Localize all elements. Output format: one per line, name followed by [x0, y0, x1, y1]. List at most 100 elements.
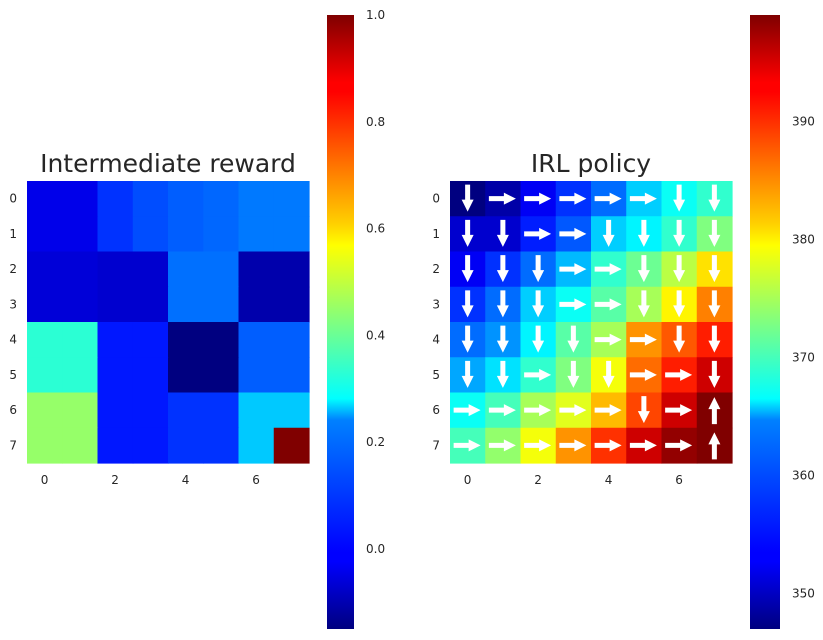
- y-tick-label: 6: [432, 403, 440, 417]
- y-tick-label: 1: [432, 227, 440, 241]
- y-tick-label: 0: [432, 192, 440, 206]
- heatmap-cell: [132, 216, 169, 253]
- colorbar-tick-label: 0.2: [366, 435, 385, 449]
- heatmap-cell: [168, 427, 204, 464]
- policy-arrow-right: [524, 439, 552, 452]
- x-tick-label: 0: [41, 473, 49, 487]
- reward-colorbar-ticks: 0.0 0.2 0.4 0.6 0.8 1.0: [366, 8, 385, 556]
- heatmap-cell: [273, 286, 310, 323]
- y-tick-label: 3: [9, 297, 17, 311]
- policy-arrow-down: [637, 290, 650, 318]
- heatmap-cell: [238, 181, 275, 217]
- heatmap-cell: [203, 251, 240, 288]
- policy-colorbar: [750, 15, 780, 629]
- policy-arrow-right: [488, 404, 516, 417]
- policy-arrow-right: [524, 368, 552, 381]
- y-tick-label: 3: [432, 297, 440, 311]
- policy-arrow-down: [532, 255, 545, 283]
- y-tick-label: 2: [9, 262, 17, 276]
- colorbar-tick-label: 360: [792, 469, 815, 483]
- policy-arrow-down: [496, 255, 509, 283]
- policy-arrow-down: [461, 255, 474, 283]
- heatmap-cell: [238, 392, 275, 429]
- heatmap-cell: [62, 216, 99, 253]
- policy-x-ticks: 0 2 4 6: [464, 473, 683, 487]
- heatmap-cell: [97, 286, 134, 323]
- heatmap-cell: [62, 251, 99, 288]
- heatmap-cell: [27, 181, 63, 217]
- policy-arrow-down: [567, 325, 580, 353]
- policy-arrow-down: [708, 360, 721, 388]
- policy-arrow-down: [461, 184, 474, 212]
- policy-arrow-down: [708, 184, 721, 212]
- policy-arrow-right: [594, 192, 622, 205]
- heatmap-cell: [238, 216, 275, 253]
- heatmap-cell: [168, 286, 204, 323]
- policy-arrows: [453, 184, 721, 460]
- policy-arrow-right: [524, 192, 552, 205]
- heatmap-cell: [273, 251, 310, 288]
- heatmap-cell: [132, 251, 169, 288]
- y-tick-label: 5: [9, 368, 17, 382]
- heatmap-cell: [273, 357, 310, 394]
- x-tick-label: 0: [464, 473, 472, 487]
- heatmap-cell: [97, 322, 134, 358]
- reward-colorbar: [327, 15, 354, 629]
- policy-arrow-right: [665, 404, 693, 417]
- policy-arrow-down: [496, 290, 509, 318]
- policy-arrow-up: [708, 432, 721, 460]
- policy-arrow-right: [559, 439, 587, 452]
- policy-arrow-right: [559, 298, 587, 311]
- policy-heatmap: [450, 181, 733, 464]
- reward-x-ticks: 0 2 4 6: [41, 473, 260, 487]
- policy-arrow-down: [673, 255, 686, 283]
- colorbar-tick-label: 350: [792, 587, 815, 601]
- heatmap-cell: [168, 392, 204, 429]
- policy-arrow-right: [629, 368, 657, 381]
- heatmap-cell: [97, 427, 134, 464]
- heatmap-cell: [168, 216, 204, 253]
- y-tick-label: 4: [9, 333, 17, 347]
- y-tick-label: 5: [432, 368, 440, 382]
- policy-arrow-right: [559, 227, 587, 240]
- heatmap-cell: [132, 181, 169, 217]
- heatmap-cell: [27, 357, 63, 394]
- policy-arrow-down: [532, 290, 545, 318]
- heatmap-cell: [168, 251, 204, 288]
- policy-arrow-right: [665, 368, 693, 381]
- reward-panel: Intermediate reward 0 2 4 6 0 1 2 3 4 5 6 7 0.0 0.2…: [9, 8, 385, 629]
- colorbar-tick-label: 0.6: [366, 222, 385, 236]
- policy-arrow-right: [594, 439, 622, 452]
- x-tick-label: 4: [182, 473, 190, 487]
- policy-arrow-down: [708, 290, 721, 318]
- y-tick-label: 6: [9, 403, 17, 417]
- heatmap-cell: [203, 216, 240, 253]
- policy-title: IRL policy: [531, 149, 651, 178]
- policy-arrow-up: [708, 397, 721, 425]
- heatmap-cell: [238, 251, 275, 288]
- reward-title: Intermediate reward: [40, 149, 296, 178]
- policy-arrow-down: [496, 219, 509, 247]
- policy-arrow-down: [567, 360, 580, 388]
- policy-arrow-down: [637, 255, 650, 283]
- policy-arrow-right: [453, 439, 481, 452]
- heatmap-cell: [27, 286, 63, 323]
- heatmap-cell: [273, 392, 310, 429]
- heatmap-cell: [62, 392, 99, 429]
- heatmap-cell: [238, 286, 275, 323]
- heatmap-cell: [238, 427, 275, 464]
- heatmap-cell: [62, 286, 99, 323]
- heatmap-cell: [62, 427, 99, 464]
- policy-arrow-down: [673, 325, 686, 353]
- heatmap-cell: [97, 181, 134, 217]
- policy-arrow-right: [594, 263, 622, 276]
- heatmap-cell: [203, 427, 240, 464]
- heatmap-cell: [132, 357, 169, 394]
- heatmap-cell: [62, 181, 99, 217]
- x-tick-label: 2: [534, 473, 542, 487]
- y-tick-label: 7: [9, 438, 17, 452]
- heatmap-cell: [203, 322, 240, 358]
- y-tick-label: 0: [9, 192, 17, 206]
- policy-arrow-down: [673, 290, 686, 318]
